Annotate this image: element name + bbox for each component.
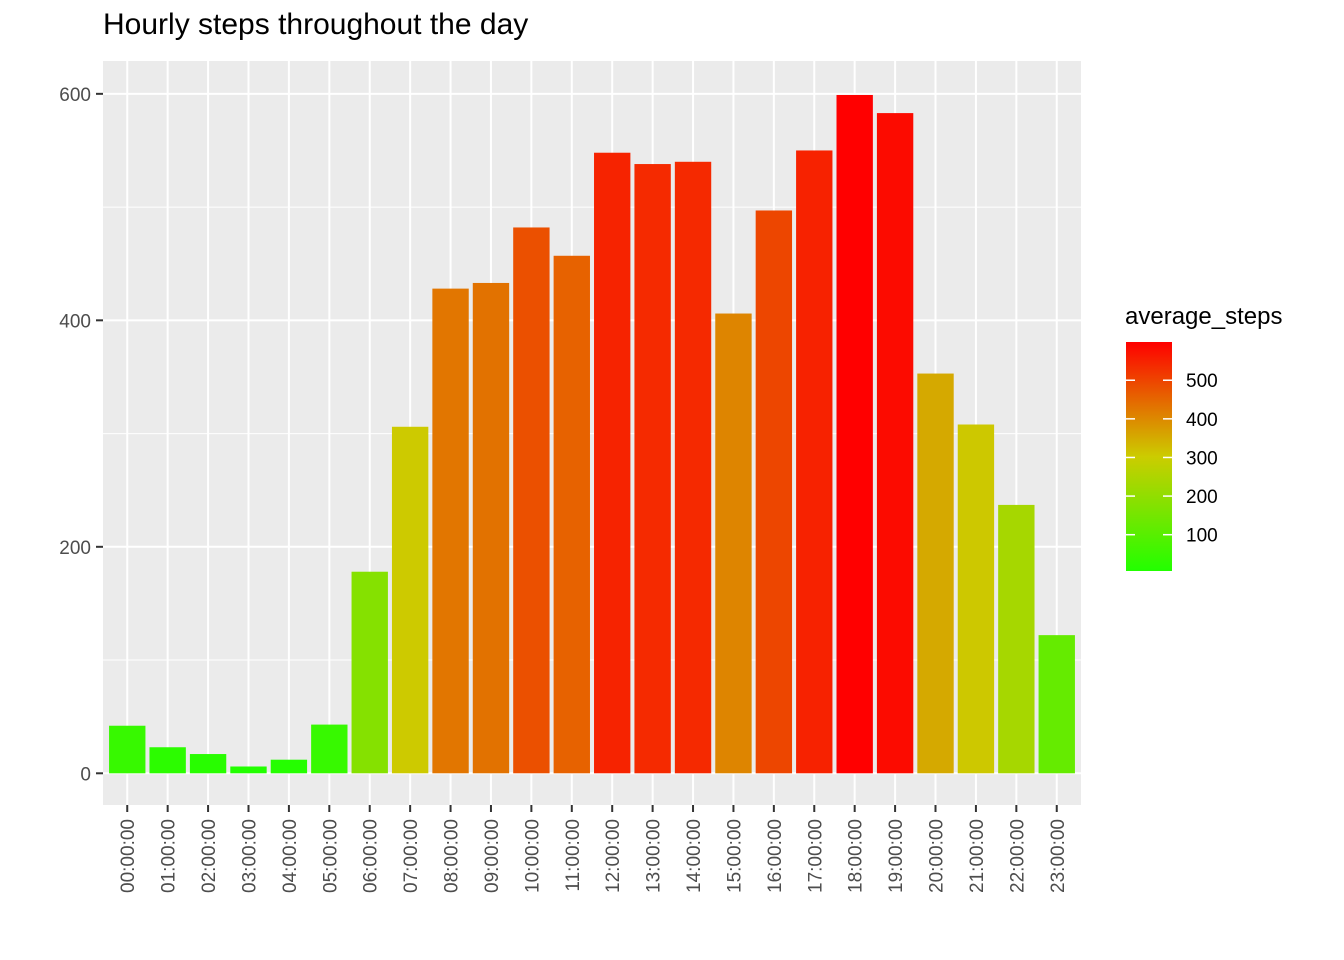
bar bbox=[755, 210, 793, 774]
x-tick-label: 01:00:00 bbox=[159, 819, 180, 893]
y-tick-label: 200 bbox=[59, 538, 91, 559]
legend-title: average_steps bbox=[1125, 303, 1282, 330]
x-tick-label: 21:00:00 bbox=[967, 819, 988, 893]
bar bbox=[957, 424, 995, 774]
legend-label: 500 bbox=[1186, 371, 1218, 392]
x-tick-label: 10:00:00 bbox=[522, 819, 543, 893]
legend-label: 300 bbox=[1186, 448, 1218, 469]
bar bbox=[634, 164, 671, 774]
legend-colorbar bbox=[1126, 342, 1172, 571]
legend-label: 100 bbox=[1186, 526, 1218, 547]
bar bbox=[230, 766, 267, 774]
x-tick-label: 16:00:00 bbox=[765, 819, 786, 893]
x-tick-label: 09:00:00 bbox=[482, 819, 503, 893]
bar bbox=[553, 255, 590, 774]
bar bbox=[432, 288, 469, 774]
bars-group bbox=[109, 94, 1075, 774]
x-tick-label: 13:00:00 bbox=[644, 819, 665, 893]
bar bbox=[109, 725, 146, 774]
x-tick-label: 06:00:00 bbox=[361, 819, 382, 893]
bar bbox=[594, 152, 631, 774]
y-tick-label: 400 bbox=[59, 311, 91, 332]
bar bbox=[270, 759, 308, 774]
x-tick-label: 20:00:00 bbox=[927, 819, 948, 893]
legend-label: 400 bbox=[1186, 410, 1218, 431]
bar bbox=[796, 150, 833, 774]
x-tick-label: 15:00:00 bbox=[724, 819, 745, 893]
bar bbox=[472, 282, 510, 774]
bar bbox=[1038, 635, 1075, 774]
x-tick-label: 05:00:00 bbox=[320, 819, 341, 893]
bar bbox=[391, 426, 429, 774]
x-tick-label: 18:00:00 bbox=[846, 819, 867, 893]
x-tick-label: 02:00:00 bbox=[199, 819, 220, 893]
x-tick-label: 04:00:00 bbox=[280, 819, 301, 893]
y-axis: 0 200 400 600 bbox=[59, 85, 103, 785]
legend-label: 200 bbox=[1186, 487, 1218, 508]
chart-title: Hourly steps throughout the day bbox=[103, 8, 529, 41]
x-tick-label: 14:00:00 bbox=[684, 819, 705, 893]
bar bbox=[998, 504, 1035, 774]
x-tick-label: 23:00:00 bbox=[1048, 819, 1069, 893]
x-tick-label: 07:00:00 bbox=[401, 819, 422, 893]
bar bbox=[836, 94, 873, 774]
bar bbox=[149, 747, 186, 774]
bar bbox=[311, 724, 348, 774]
bar bbox=[876, 113, 914, 774]
x-tick-label: 11:00:00 bbox=[563, 819, 584, 892]
bar bbox=[674, 161, 712, 774]
x-tick-label: 08:00:00 bbox=[442, 819, 463, 893]
x-tick-label: 03:00:00 bbox=[239, 819, 260, 893]
bar bbox=[715, 313, 752, 774]
x-tick-label: 17:00:00 bbox=[805, 819, 826, 893]
y-tick-label: 0 bbox=[80, 764, 91, 785]
x-tick-label: 19:00:00 bbox=[886, 819, 907, 893]
y-tick-label: 600 bbox=[59, 85, 91, 106]
bar bbox=[189, 754, 227, 774]
bar bbox=[917, 373, 954, 774]
x-axis: 00:00:00 01:00:00 02:00:00 03:00:00 04:00:00… bbox=[118, 805, 1069, 893]
bar bbox=[513, 227, 550, 774]
x-tick-label: 12:00:00 bbox=[603, 819, 624, 893]
x-tick-label: 22:00:00 bbox=[1007, 819, 1028, 893]
bar bbox=[351, 571, 388, 774]
color-legend: average_steps 100 200 300 400 500 bbox=[1125, 303, 1282, 571]
x-tick-label: 00:00:00 bbox=[118, 819, 139, 893]
